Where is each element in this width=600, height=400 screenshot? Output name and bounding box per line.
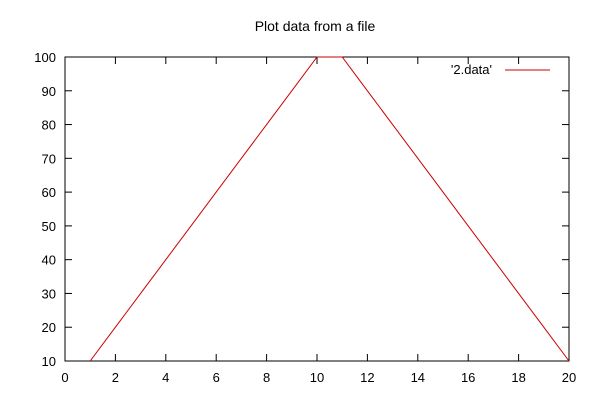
series-layer [89, 56, 570, 362]
y-tick-label: 60 [42, 185, 56, 200]
x-tick-label: 6 [213, 370, 220, 385]
x-tick-label: 4 [162, 370, 169, 385]
x-tick-label: 20 [562, 370, 576, 385]
x-tick-label: 2 [112, 370, 119, 385]
x-tick-label: 12 [360, 370, 374, 385]
chart-title: Plot data from a file [255, 18, 376, 34]
x-tick-label: 10 [310, 370, 324, 385]
x-axis: 0 2 4 6 8 10 12 14 16 18 20 [61, 57, 576, 385]
y-tick-label: 10 [42, 354, 56, 369]
y-tick-label: 100 [34, 50, 56, 65]
y-tick-label: 30 [42, 286, 56, 301]
x-tick-label: 0 [61, 370, 68, 385]
x-tick-label: 14 [411, 370, 425, 385]
x-tick-label: 16 [461, 370, 475, 385]
x-tick-label: 8 [263, 370, 270, 385]
y-tick-label: 20 [42, 320, 56, 335]
plot-frame [64, 56, 570, 362]
y-axis: 10 20 30 40 50 60 70 80 90 100 [34, 50, 569, 369]
y-tick-label: 70 [42, 151, 56, 166]
y-tick-label: 50 [42, 219, 56, 234]
legend-label: '2.data' [451, 62, 492, 77]
y-tick-label: 90 [42, 84, 56, 99]
y-tick-label: 80 [42, 118, 56, 133]
x-tick-label: 18 [511, 370, 525, 385]
series-line [89, 56, 570, 362]
legend: '2.data' [451, 62, 550, 77]
y-tick-label: 40 [42, 253, 56, 268]
